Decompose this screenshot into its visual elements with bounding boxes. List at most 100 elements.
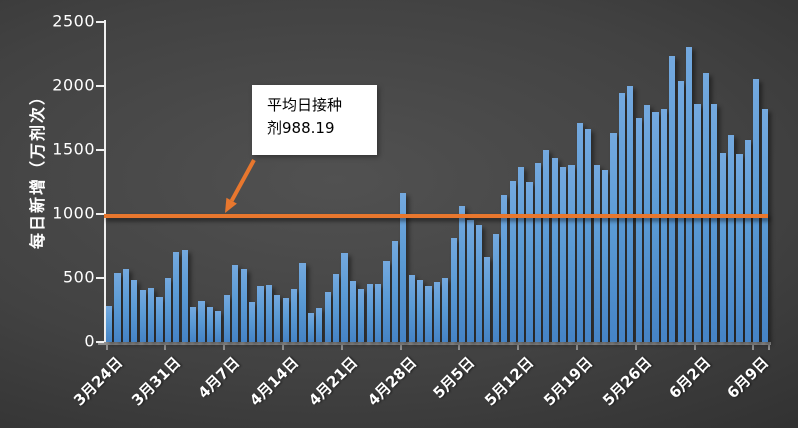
x-tick [340,344,343,350]
x-tick [399,344,402,350]
bar [593,165,600,342]
bar [551,157,558,342]
y-tick-label: 2500 [52,11,95,31]
bar [181,249,188,342]
y-axis-line [103,20,106,344]
bar [240,269,247,342]
bar [702,72,710,342]
bar [601,170,609,342]
bar [307,313,314,342]
bar [114,273,121,342]
x-tick-end [768,344,770,350]
bar [332,274,340,342]
bar [744,140,752,342]
bar [122,268,129,342]
bar [450,237,457,342]
bar [417,279,424,342]
bar [492,233,499,342]
bar [358,288,365,342]
bar [484,257,491,342]
annotation-callout: 平均日接种 剂988.19 [252,85,377,155]
bar [526,182,533,342]
bar [501,194,508,342]
x-tick [634,344,637,350]
y-tick-label: 0 [84,331,95,351]
bar [433,282,441,342]
bar [190,306,197,342]
y-axis-title: 每日新增（万剂次） [28,86,47,250]
bar [131,280,138,342]
bar [736,154,743,342]
bar [425,285,432,342]
bar [517,167,525,342]
bar [299,263,306,342]
bar [644,104,651,342]
bar [106,306,113,342]
bar [215,311,222,342]
bar-series [106,22,769,342]
bar [408,274,415,342]
bar [232,264,239,342]
bar [635,118,642,342]
annotation-line2: 剂988.19 [267,119,335,138]
bar [711,103,718,342]
bar [559,167,567,342]
bar [534,163,541,342]
bar [694,103,701,342]
bar [610,133,617,342]
bar [719,153,726,342]
bar [139,290,146,342]
bar [383,260,390,342]
bar [274,294,281,342]
bar [467,220,474,342]
bar [475,224,483,342]
bar [568,164,575,342]
bar [206,307,214,342]
bar [282,297,289,342]
bar [543,150,550,342]
x-tick [752,344,755,350]
y-tick [96,277,104,279]
bar [248,301,256,342]
bar [660,109,667,342]
x-tick [164,344,167,350]
bar [223,294,230,342]
bar [148,287,155,342]
bar [173,252,180,342]
x-tick [693,344,696,350]
bar [156,296,163,342]
bar [316,307,323,342]
y-tick [96,85,104,87]
bar [400,192,407,342]
bar [442,278,449,342]
y-tick [96,341,104,343]
bar [585,129,592,342]
bar [686,47,693,342]
x-tick [223,344,226,350]
bar [753,78,760,342]
average-line [104,213,768,218]
bar [366,284,373,342]
x-axis-line [98,342,771,345]
x-tick [458,344,461,350]
y-tick-label: 1500 [52,139,95,159]
bar [669,55,676,342]
bar [341,253,348,342]
y-tick-label: 500 [62,267,95,287]
x-tick [281,344,284,350]
x-tick [105,344,108,350]
y-tick-label: 1000 [52,203,95,223]
bar [265,284,272,342]
bar [324,292,331,342]
y-tick [96,21,104,23]
bar [576,122,583,342]
bar [459,206,466,342]
y-tick-label: 2000 [52,75,95,95]
x-tick [517,344,520,350]
bar [257,285,264,342]
bar [761,109,768,342]
bar [391,241,398,342]
bar [375,284,382,342]
x-tick [575,344,578,350]
